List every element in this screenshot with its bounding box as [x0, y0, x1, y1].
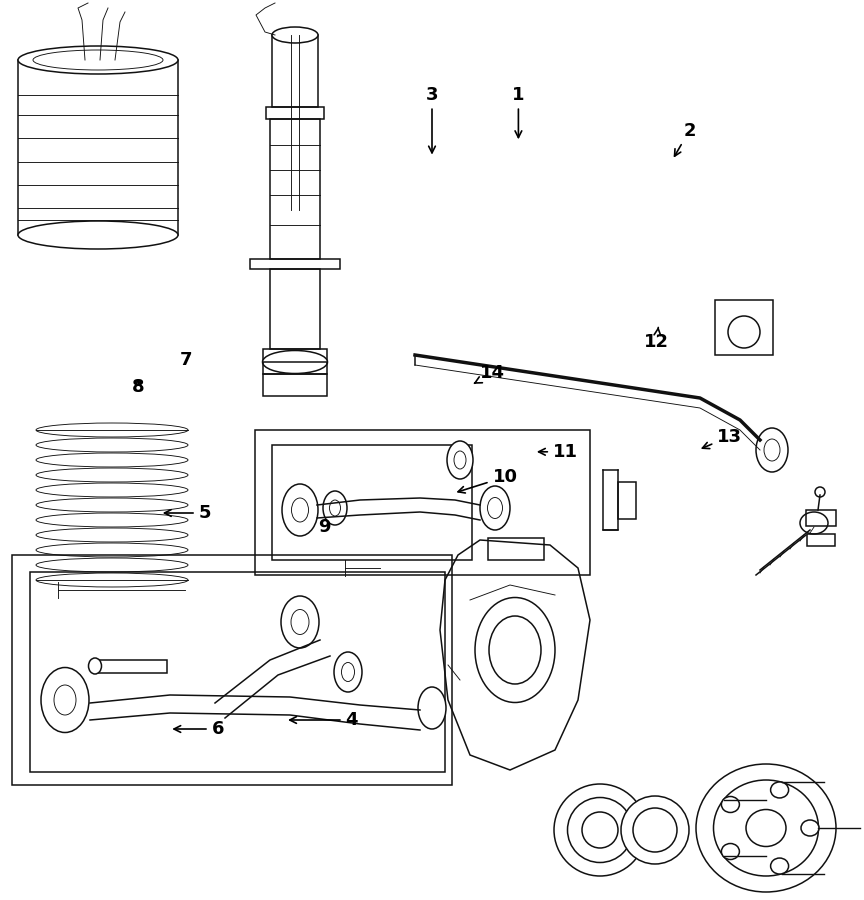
Ellipse shape: [815, 487, 825, 497]
Ellipse shape: [18, 221, 178, 249]
Ellipse shape: [480, 486, 510, 530]
Text: 10: 10: [458, 468, 518, 493]
Text: 12: 12: [645, 328, 669, 351]
Bar: [806, 510, 836, 526]
Ellipse shape: [282, 484, 318, 536]
Ellipse shape: [41, 668, 89, 733]
Ellipse shape: [418, 687, 446, 729]
Bar: [270, 269, 320, 349]
Ellipse shape: [447, 441, 473, 479]
Ellipse shape: [621, 796, 689, 864]
Text: 11: 11: [538, 443, 578, 461]
Bar: [272, 445, 472, 560]
Bar: [250, 259, 340, 269]
Ellipse shape: [281, 596, 319, 648]
Text: 13: 13: [702, 428, 742, 448]
Bar: [95, 660, 167, 673]
Ellipse shape: [801, 820, 819, 836]
Ellipse shape: [746, 809, 786, 847]
Ellipse shape: [334, 652, 362, 692]
Bar: [263, 362, 327, 374]
Ellipse shape: [88, 658, 101, 674]
Text: 9: 9: [319, 518, 331, 536]
Text: 14: 14: [474, 364, 505, 383]
Bar: [807, 534, 835, 546]
Ellipse shape: [771, 782, 789, 798]
Ellipse shape: [263, 350, 327, 374]
Text: 4: 4: [289, 711, 358, 729]
Ellipse shape: [582, 812, 618, 848]
Bar: [618, 482, 636, 519]
Bar: [263, 349, 327, 362]
Text: 2: 2: [675, 122, 696, 157]
Bar: [12, 555, 452, 785]
Ellipse shape: [771, 858, 789, 874]
Text: 3: 3: [426, 86, 438, 153]
Ellipse shape: [568, 797, 632, 862]
Ellipse shape: [714, 780, 818, 876]
Ellipse shape: [728, 316, 760, 348]
Ellipse shape: [554, 784, 646, 876]
Ellipse shape: [756, 428, 788, 472]
Bar: [266, 107, 324, 119]
Bar: [488, 538, 544, 560]
Bar: [270, 119, 320, 259]
Ellipse shape: [272, 27, 318, 43]
Text: 6: 6: [174, 720, 224, 738]
Bar: [263, 374, 327, 396]
Ellipse shape: [696, 764, 836, 892]
Bar: [18, 60, 178, 235]
Ellipse shape: [18, 46, 178, 74]
Ellipse shape: [633, 808, 677, 852]
Ellipse shape: [800, 512, 828, 534]
Ellipse shape: [721, 796, 740, 813]
Bar: [715, 300, 773, 355]
Bar: [272, 35, 318, 107]
Ellipse shape: [721, 843, 740, 860]
Bar: [30, 572, 445, 772]
Text: 1: 1: [512, 86, 524, 138]
Text: 5: 5: [164, 504, 211, 522]
Text: 8: 8: [132, 378, 144, 396]
Bar: [255, 430, 590, 575]
Text: 7: 7: [180, 351, 192, 369]
Ellipse shape: [323, 491, 347, 525]
